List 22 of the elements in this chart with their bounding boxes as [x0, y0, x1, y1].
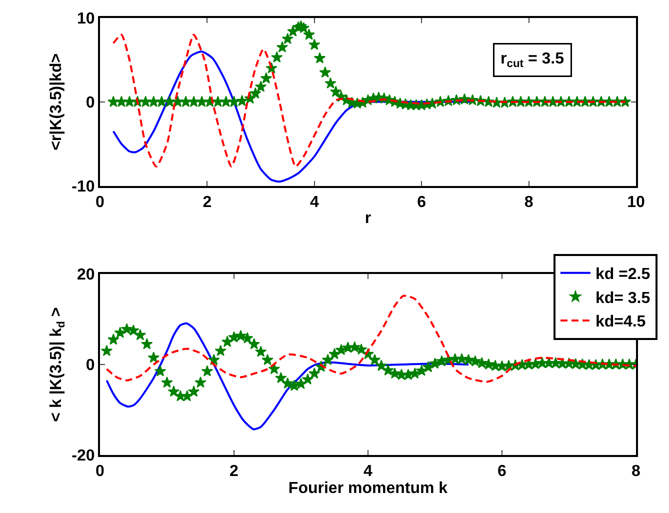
- x-tick-label: 4: [310, 194, 319, 212]
- y-tick-label: 20: [77, 266, 95, 284]
- y-tick-label: 0: [86, 94, 95, 112]
- legend-label: kd =2.5: [595, 266, 650, 284]
- y-axis-title: <r|K(3.5)|kd>: [48, 53, 66, 150]
- legend-label: kd= 3.5: [595, 290, 650, 307]
- y-tick-label: -20: [72, 448, 95, 465]
- x-tick-label: 8: [632, 463, 641, 480]
- y-tick-label: 0: [86, 357, 95, 374]
- legend-label: kd=4.5: [595, 314, 646, 331]
- x-tick-label: 4: [364, 463, 373, 480]
- annotation: r$_{cut}$ = 3.5: [500, 50, 564, 70]
- x-tick-label: 8: [524, 194, 534, 212]
- y-tick-label: -10: [72, 178, 95, 196]
- x-axis-title: Fourier momentum k: [288, 480, 448, 498]
- x-tick-label: 6: [498, 463, 507, 480]
- x-tick-label: 2: [230, 463, 239, 480]
- x-tick-label: 2: [202, 194, 212, 212]
- x-tick-label: 6: [417, 194, 426, 212]
- x-tick-label: 10: [627, 194, 645, 212]
- x-axis-title: r: [364, 210, 372, 228]
- y-tick-label: 10: [77, 10, 95, 28]
